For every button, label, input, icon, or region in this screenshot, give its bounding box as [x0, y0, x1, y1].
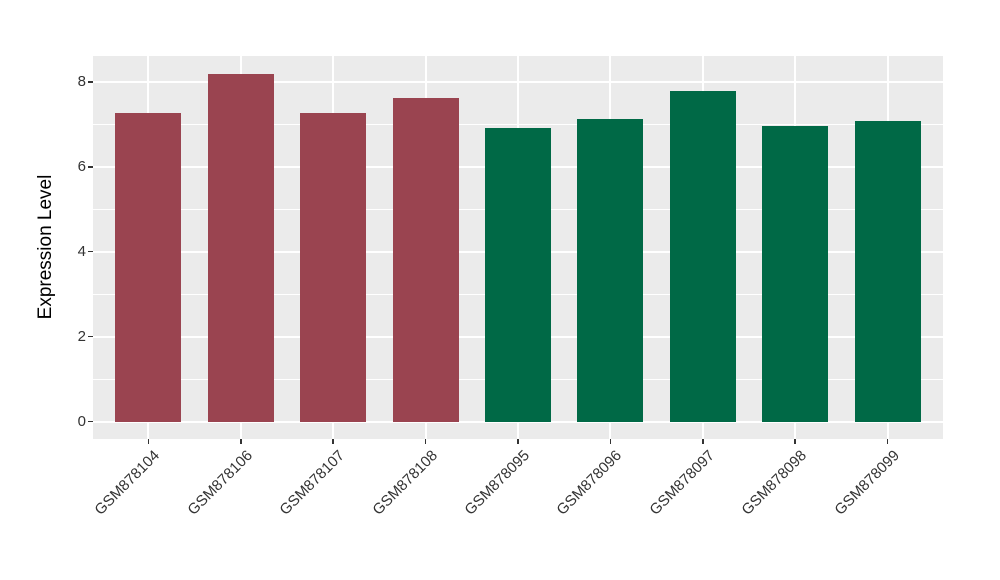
x-tick-mark	[332, 439, 334, 444]
bar	[854, 121, 921, 422]
x-tick-mark	[424, 439, 427, 444]
bar	[300, 112, 367, 422]
bar	[669, 90, 736, 422]
x-tick-mark	[794, 439, 796, 444]
bar	[577, 119, 644, 422]
bar	[115, 112, 182, 422]
x-tick-mark	[517, 439, 519, 444]
x-tick-mark	[240, 439, 242, 444]
x-tick-mark	[702, 439, 704, 444]
x-tick-mark	[147, 439, 150, 444]
y-tick-label: 8	[77, 72, 86, 90]
y-tick-label: 2	[77, 327, 86, 345]
bar	[207, 73, 274, 422]
plot-panel	[93, 56, 943, 439]
bar	[762, 126, 829, 422]
y-tick-mark	[88, 250, 93, 253]
y-tick-mark	[88, 81, 93, 83]
y-tick-label: 6	[77, 157, 86, 175]
bar	[392, 98, 459, 422]
x-tick-mark	[886, 439, 889, 444]
y-tick-mark	[88, 335, 93, 338]
x-tick-mark	[609, 439, 612, 444]
y-tick-label: 0	[77, 412, 86, 430]
y-tick-mark	[88, 166, 93, 168]
y-tick-mark	[88, 420, 93, 423]
y-tick-label: 4	[77, 242, 86, 260]
bar	[485, 127, 551, 422]
